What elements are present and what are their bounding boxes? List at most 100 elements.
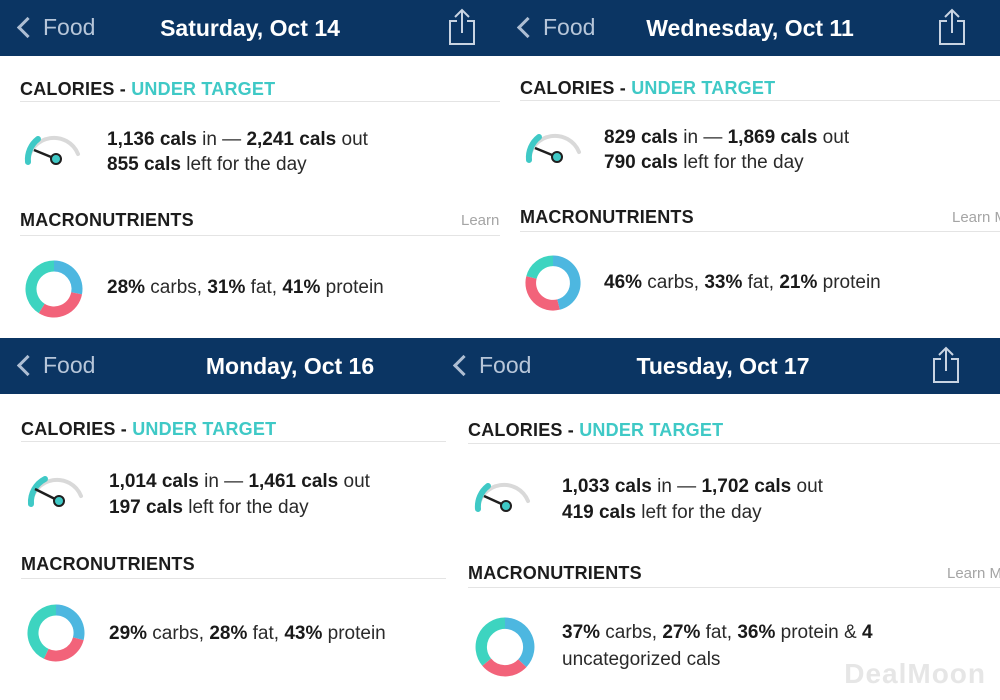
calories-label: CALORIES: [468, 420, 563, 440]
divider: [468, 587, 1000, 588]
divider: [20, 101, 500, 102]
gauge-fill: [27, 476, 48, 507]
learn-more-link[interactable]: Learn More: [952, 209, 1000, 226]
cals-out-text: out: [817, 127, 850, 148]
share-icon[interactable]: [937, 8, 967, 46]
food-screen-monday: Food Monday, Oct 16 CALORIES - UNDER TAR…: [0, 338, 446, 700]
divider: [468, 443, 1000, 444]
uncategorized-count: 4: [861, 622, 873, 643]
carbs-text: carbs,: [642, 272, 705, 293]
protein-slice: [526, 255, 554, 280]
calories-in-out: 1,014 cals in — 1,461 cals out: [109, 471, 370, 493]
cals-in-value: 1,136 cals: [107, 129, 197, 150]
calories-label: CALORIES: [20, 79, 115, 99]
protein-percent: 36%: [737, 622, 776, 643]
calorie-gauge-icon: [24, 135, 80, 165]
carbs-percent: 46%: [604, 272, 643, 293]
divider: [21, 441, 446, 442]
calories-heading: CALORIES - UNDER TARGET: [20, 79, 275, 100]
back-button[interactable]: Food: [14, 12, 95, 42]
food-screen-tuesday: Food Tuesday, Oct 17 CALORIES - UNDER TA…: [446, 338, 1000, 700]
carbs-slice: [53, 260, 83, 295]
fat-slice: [38, 291, 82, 318]
heading-separator: -: [115, 419, 133, 439]
back-label: Food: [479, 351, 532, 378]
carbs-percent: 28%: [107, 277, 146, 298]
nav-header: Food Wednesday, Oct 11: [500, 0, 1000, 56]
macro-breakdown: 46% carbs, 33% fat, 21% protein: [604, 272, 881, 294]
gauge-hub: [50, 153, 62, 165]
cals-out-value: 1,869 cals: [727, 127, 818, 148]
cals-in-value: 1,033 cals: [562, 476, 652, 497]
calorie-gauge-icon: [474, 482, 530, 512]
fat-text: fat,: [742, 272, 780, 293]
cals-left-text: left for the day: [635, 502, 762, 523]
calories-left: 790 cals left for the day: [604, 152, 804, 174]
protein-percent: 41%: [282, 277, 321, 298]
watermark: DealMoon: [844, 658, 986, 689]
calories-heading: CALORIES - UNDER TARGET: [468, 420, 723, 441]
cals-in-value: 1,014 cals: [109, 471, 199, 492]
nav-header: Food Monday, Oct 16: [0, 338, 446, 394]
cals-out-value: 2,241 cals: [246, 129, 337, 150]
heading-separator: -: [114, 79, 132, 99]
chevron-left-icon: [16, 354, 39, 376]
carbs-text: carbs,: [600, 622, 663, 643]
share-icon[interactable]: [447, 8, 477, 46]
learn-more-link[interactable]: Learn More: [461, 212, 500, 229]
back-label: Food: [543, 13, 596, 40]
learn-more-link[interactable]: Learn More: [947, 565, 1000, 582]
cals-out-text: out: [336, 129, 368, 150]
page-title: Wednesday, Oct 11: [646, 15, 854, 41]
calorie-gauge-icon: [525, 133, 581, 163]
protein-percent: 21%: [779, 272, 818, 293]
fat-slice: [525, 276, 560, 311]
calories-label: CALORIES: [21, 419, 116, 439]
divider: [520, 231, 1000, 232]
food-screen-wednesday: Food Wednesday, Oct 11 CALORIES - UNDER …: [500, 0, 1000, 338]
nav-header: Food Tuesday, Oct 17: [446, 338, 1000, 394]
macronutrients-heading: MACRONUTRIENTS: [20, 210, 194, 230]
cals-in-value: 829 cals: [604, 127, 678, 148]
page-title: Tuesday, Oct 17: [636, 353, 810, 379]
calories-in-out: 1,136 cals in — 2,241 cals out: [107, 129, 368, 151]
heading-separator: -: [562, 420, 580, 440]
back-label: Food: [43, 351, 96, 378]
protein-slice: [27, 604, 57, 659]
carbs-slice: [55, 604, 85, 641]
back-button[interactable]: Food: [514, 12, 595, 42]
calories-status: UNDER TARGET: [631, 78, 776, 98]
protein-text: protein: [322, 623, 386, 644]
protein-percent: 43%: [284, 623, 323, 644]
gauge-fill: [525, 134, 542, 163]
cals-out-value: 1,461 cals: [248, 471, 339, 492]
cals-left-text: left for the day: [677, 152, 804, 173]
carbs-text: carbs,: [145, 277, 208, 298]
fat-text: fat,: [247, 623, 285, 644]
carbs-slice: [552, 255, 581, 310]
calories-status: UNDER TARGET: [579, 420, 724, 440]
back-button[interactable]: Food: [450, 350, 531, 380]
cals-out-text: out: [791, 476, 823, 497]
food-screen-saturday: Food Saturday, Oct 14 CALORIES - UNDER T…: [0, 0, 500, 338]
fat-percent: 33%: [704, 272, 743, 293]
cals-left-value: 197 cals: [109, 497, 183, 518]
gauge-hub: [551, 151, 563, 163]
fat-percent: 27%: [662, 622, 701, 643]
macro-donut-chart: [525, 255, 581, 311]
calories-label: CALORIES: [520, 78, 615, 98]
protein-slice: [475, 617, 506, 666]
carbs-percent: 37%: [562, 622, 601, 643]
cals-out-value: 1,702 cals: [701, 476, 792, 497]
divider: [20, 235, 500, 236]
divider: [21, 578, 446, 579]
calories-status: UNDER TARGET: [131, 79, 276, 99]
fat-percent: 28%: [209, 623, 248, 644]
protein-text: protein: [320, 277, 384, 298]
uncategorized-text: uncategorized cals: [562, 649, 721, 670]
back-button[interactable]: Food: [14, 350, 95, 380]
macronutrients-heading: MACRONUTRIENTS: [520, 207, 694, 227]
macronutrients-heading: MACRONUTRIENTS: [21, 554, 195, 574]
protein-slice: [25, 260, 55, 314]
share-icon[interactable]: [931, 346, 961, 384]
